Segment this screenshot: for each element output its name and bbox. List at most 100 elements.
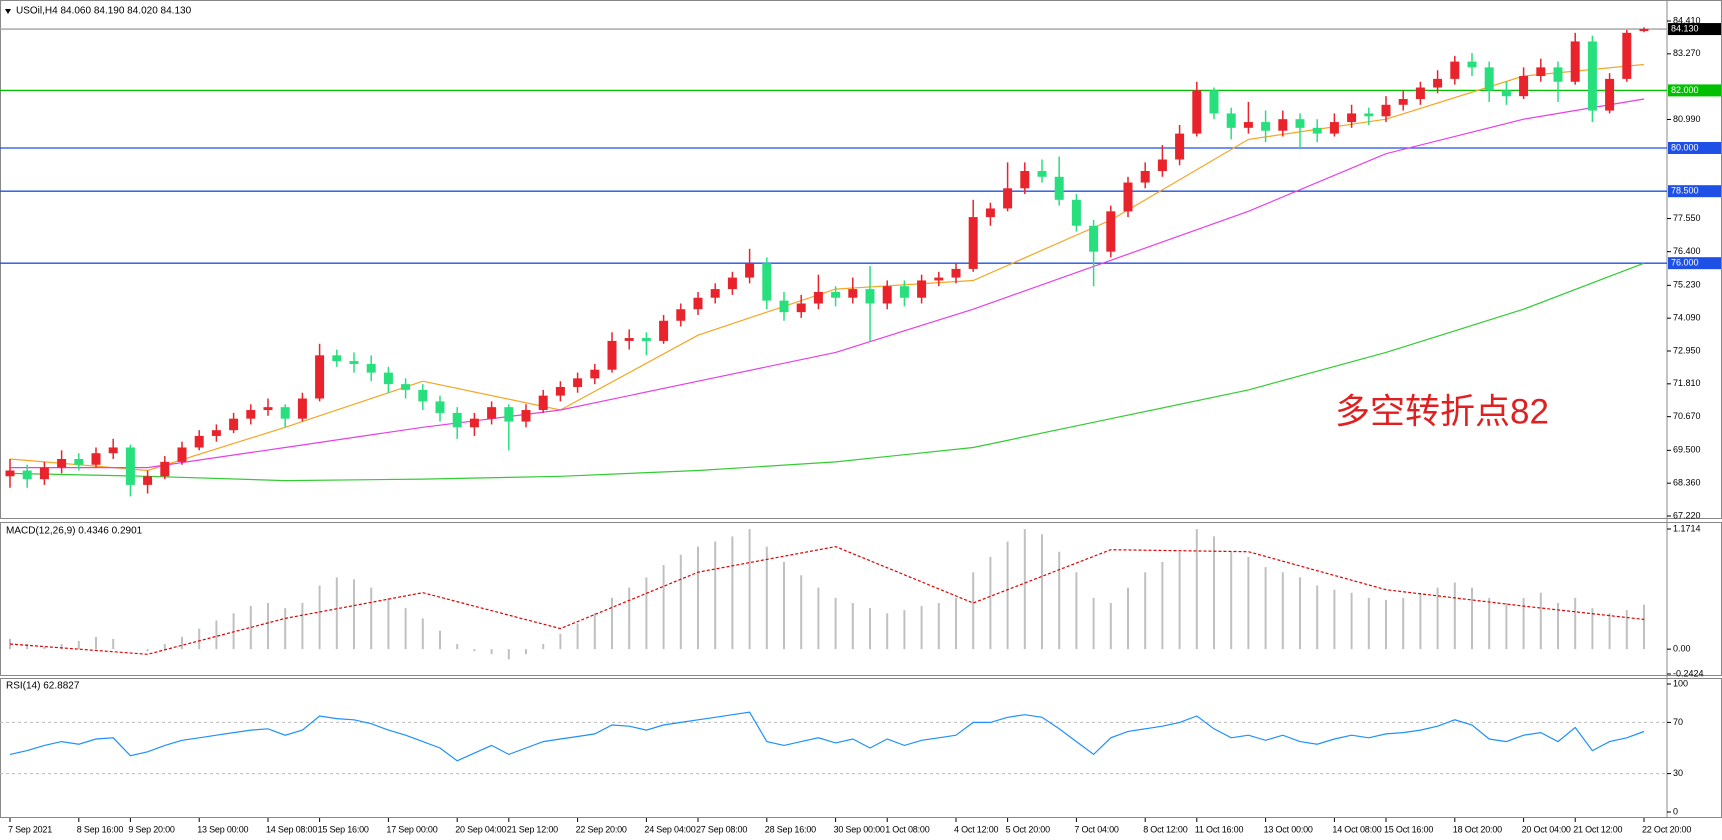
candle-body	[538, 395, 548, 411]
candle-body	[469, 418, 479, 428]
candle-body	[383, 372, 393, 385]
x-tick-label: 5 Oct 20:00	[1006, 824, 1051, 834]
y-tick-label: 1.1714	[1673, 523, 1701, 533]
candle-body	[1140, 171, 1150, 183]
y-tick-label: 84.410	[1673, 15, 1701, 25]
candle-body	[745, 263, 755, 278]
candle-body	[108, 447, 118, 454]
level-label-box	[1668, 23, 1721, 36]
y-tick-label: 69.500	[1673, 445, 1701, 455]
candle-body	[1467, 61, 1477, 68]
level-label: 76.000	[1671, 258, 1699, 268]
candle-body	[659, 320, 669, 341]
candle-body	[1192, 90, 1202, 134]
candle-body	[366, 363, 376, 373]
moving-average	[9, 262, 1645, 482]
candle-body	[263, 407, 273, 411]
candle-body	[1415, 87, 1425, 100]
symbol-menu-icon[interactable]	[5, 9, 11, 14]
candle-body	[1553, 67, 1563, 82]
x-tick-label: 11 Oct 16:00	[1195, 824, 1244, 834]
candle-body	[1278, 119, 1288, 131]
y-tick-label: 71.810	[1673, 378, 1701, 388]
x-tick-label: 22 Sep 20:00	[576, 824, 627, 834]
y-tick-label: 70	[1673, 717, 1683, 727]
candle-body	[1243, 122, 1253, 128]
x-tick-label: 21 Oct 12:00	[1573, 824, 1622, 834]
candle-body	[917, 280, 927, 298]
rsi-panel	[0, 678, 1722, 818]
candle-body	[1261, 122, 1271, 131]
candle-body	[487, 407, 497, 419]
y-tick-label: 77.550	[1673, 213, 1701, 223]
level-label-box	[1668, 185, 1721, 198]
candle-body	[1329, 122, 1339, 134]
candle-body	[1450, 61, 1460, 79]
x-tick-label: 24 Sep 04:00	[644, 824, 695, 834]
y-tick-label: 72.950	[1673, 345, 1701, 355]
candle-body	[332, 355, 342, 362]
candle-body	[624, 338, 634, 341]
candle-body	[1175, 133, 1185, 160]
candle-body	[1295, 119, 1305, 128]
candle-body	[865, 289, 875, 304]
candle-body	[882, 286, 892, 304]
x-tick-label: 21 Sep 12:00	[507, 824, 558, 834]
candle-body	[5, 470, 15, 477]
candle-body	[1501, 90, 1511, 97]
x-tick-label: 7 Oct 04:00	[1074, 824, 1119, 834]
signal-line	[9, 545, 1645, 655]
y-tick-label: 75.230	[1673, 280, 1701, 290]
y-tick-label: 70.670	[1673, 411, 1701, 421]
candle-body	[435, 401, 445, 413]
level-label: 84.130	[1671, 23, 1699, 33]
candle-body	[91, 453, 101, 465]
candle-body	[401, 384, 411, 390]
x-tick-label: 7 Sep 2021	[8, 824, 52, 834]
level-label-box	[1668, 84, 1721, 97]
candle-body	[1312, 127, 1322, 134]
candle-body	[1089, 225, 1099, 252]
y-tick-label: -0.2424	[1673, 668, 1704, 678]
candle-body	[1071, 199, 1081, 226]
x-tick-label: 20 Sep 04:00	[455, 824, 506, 834]
price-panel	[0, 0, 1722, 519]
candle-body	[1381, 104, 1391, 117]
candle-body	[1433, 78, 1443, 88]
candle-body	[74, 458, 84, 465]
candle-body	[779, 300, 789, 313]
macd-title: MACD(12,26,9) 0.4346 0.2901	[6, 526, 143, 537]
candle-body	[1622, 32, 1632, 79]
level-label: 80.000	[1671, 142, 1699, 152]
candle-body	[125, 447, 135, 485]
candle-body	[1226, 113, 1236, 128]
candle-body	[762, 263, 772, 301]
candle-body	[710, 289, 720, 298]
rsi-line	[9, 711, 1645, 762]
candle-body	[418, 389, 428, 402]
x-tick-label: 30 Sep 00:00	[834, 824, 885, 834]
candle-body	[607, 340, 617, 370]
candle-body	[1605, 78, 1615, 111]
candle-body	[229, 418, 239, 431]
candle-body	[1364, 113, 1374, 117]
x-tick-label: 18 Oct 20:00	[1453, 824, 1502, 834]
level-label-box	[1668, 257, 1721, 270]
candle-body	[1020, 171, 1030, 189]
level-label: 82.000	[1671, 85, 1699, 95]
y-tick-label: 76.400	[1673, 246, 1701, 256]
moving-average	[10, 98, 1645, 469]
candle-body	[1347, 113, 1357, 123]
candle-body	[848, 289, 858, 298]
candle-body	[1484, 67, 1494, 91]
candle-body	[641, 338, 651, 341]
candle-body	[315, 355, 325, 399]
annotation: 多空转折点82	[1335, 392, 1549, 431]
candle-body	[1003, 188, 1013, 209]
x-tick-label: 8 Oct 12:00	[1143, 824, 1188, 834]
y-tick-label: 0.00	[1673, 644, 1691, 654]
candle-body	[211, 430, 221, 436]
candle-body	[194, 435, 204, 448]
candle-body	[1157, 159, 1167, 172]
x-tick-label: 27 Sep 08:00	[696, 824, 747, 834]
